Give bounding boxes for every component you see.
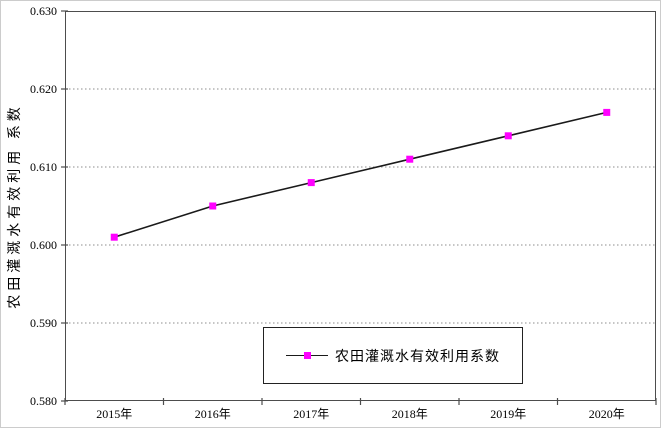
x-tick-label: 2019年 (490, 407, 527, 421)
y-tick-label: 0.590 (30, 315, 57, 330)
y-tick-label: 0.620 (30, 81, 57, 96)
x-tick-label: 2017年 (293, 407, 330, 421)
x-tick-label: 2020年 (588, 407, 625, 421)
legend-line-sample (286, 351, 328, 360)
legend-marker-icon (303, 352, 311, 359)
y-tick-label: 0.630 (30, 3, 57, 18)
x-tick-label: 2015年 (96, 407, 133, 421)
y-tick-label: 0.600 (30, 237, 57, 252)
y-axis-title: 农田灌溉水有效利用 系数 (8, 103, 23, 309)
legend-label: 农田灌溉水有效利用系数 (335, 349, 500, 365)
legend: 农田灌溉水有效利用系数 (263, 327, 523, 384)
x-tick-label: 2016年 (194, 407, 231, 421)
y-tick-label: 0.580 (30, 393, 57, 408)
y-tick-label: 0.610 (30, 159, 57, 174)
x-tick-label: 2018年 (391, 407, 428, 421)
